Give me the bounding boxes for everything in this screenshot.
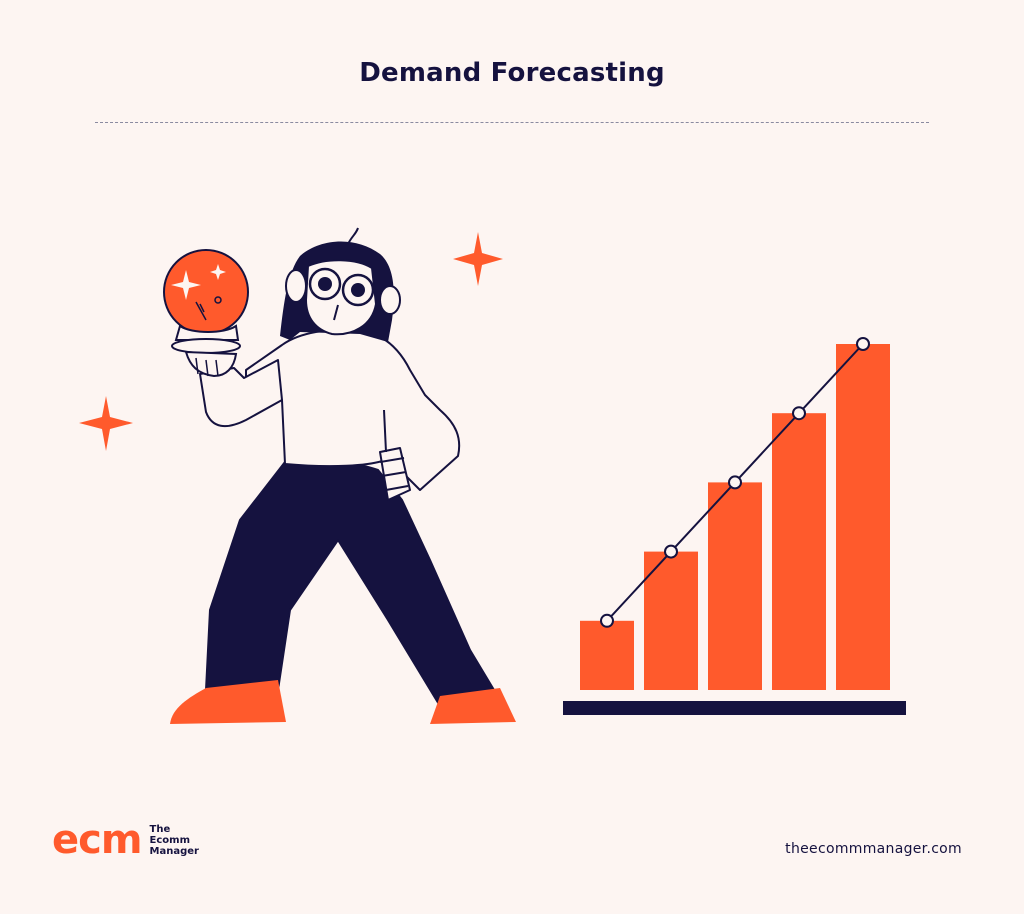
logo-line-1: The [149, 823, 171, 835]
chart-bar [580, 620, 634, 690]
logo-line-2: Ecomm [149, 834, 190, 846]
logo-line-3: Manager [149, 845, 199, 857]
chart [563, 337, 906, 715]
trend-point [728, 475, 742, 490]
person-illustration [163, 227, 516, 724]
sparkle-icon [453, 232, 503, 286]
sparkle-icon [79, 396, 133, 451]
chart-bar [644, 551, 698, 690]
chart-bar [772, 413, 826, 690]
trend-point [792, 406, 806, 421]
trend-point [856, 337, 870, 351]
chart-bar [836, 344, 890, 690]
logo-wordmark: The Ecomm Manager [150, 824, 199, 857]
trend-point [600, 613, 614, 628]
site-url: theecommmanager.com [785, 841, 962, 857]
brand-logo: ecm The Ecomm Manager [52, 820, 199, 860]
page-title: Demand Forecasting [359, 58, 665, 88]
title-divider [95, 122, 929, 123]
crystal-ball-icon [163, 249, 249, 354]
trend-point [664, 544, 678, 559]
chart-bar [708, 482, 762, 690]
chart-baseline [563, 701, 906, 715]
logo-mark: ecm [52, 817, 143, 863]
